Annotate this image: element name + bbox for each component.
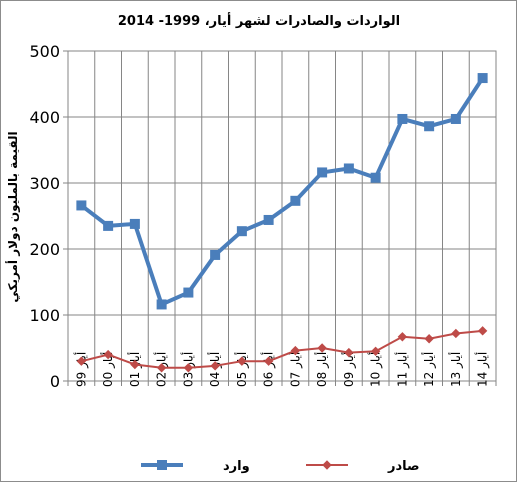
data-point-exports [344,347,354,358]
y-tick-label: 300 [29,174,60,193]
legend-marker [322,460,332,470]
data-point-exports [156,363,167,373]
data-point-imports [263,214,274,225]
data-point-imports [129,218,140,229]
data-point-exports [317,343,327,353]
x-tick-label: أيار 12 [421,352,437,387]
data-point-imports [236,226,247,237]
x-tick-label: أيار 10 [368,352,384,387]
data-point-imports [450,113,461,124]
series [76,73,488,373]
x-tick-label: أيار 13 [448,352,464,387]
series-line-exports [81,329,483,369]
x-tick-label: أيار 07 [287,352,303,387]
data-point-exports [237,356,247,366]
y-tick-label: 0 [50,372,60,391]
data-point-exports [263,356,274,366]
data-point-exports [397,332,408,342]
data-point-exports [451,328,461,339]
data-point-imports [156,299,167,310]
data-point-exports [103,349,113,360]
data-point-exports [210,361,220,371]
data-point-imports [317,167,328,178]
y-tick-label: 200 [29,240,60,259]
x-tick-label: أيار 14 [475,352,491,387]
data-point-imports [397,113,408,124]
legend-marker [157,460,167,470]
data-point-exports [183,363,194,373]
legend-label: صادر [387,459,420,474]
legend-label: وارد [223,459,250,474]
data-point-imports [370,172,381,183]
x-tick-label: أيار 01 [127,352,143,387]
data-point-imports [343,163,354,174]
data-point-imports [210,249,221,260]
data-point-imports [424,121,435,132]
x-tick-label: أيار 00 [100,352,116,387]
data-point-exports [424,334,434,344]
y-tick-labels: 0 100 200 300 400 500 [29,42,60,391]
data-point-imports [76,200,87,211]
data-point-imports [183,287,194,298]
legend-item-imports: وارد [141,459,250,474]
data-point-imports [477,73,488,84]
data-point-exports [370,346,381,357]
y-tick-label: 500 [29,42,60,61]
x-tick-label: أيار 08 [314,352,330,387]
y-axis-label: القيمة بالمليون دولار أمريكي [5,131,21,302]
data-point-exports [130,359,140,370]
x-tick-label: أيار 11 [394,352,410,387]
series-exports [76,326,488,373]
gridlines [68,50,496,381]
x-tick-label: أيار 09 [341,352,357,387]
y-tick-label: 400 [29,108,60,127]
legend: وارد صادر [141,459,420,474]
chart-title: الواردات والصادرات لشهر أيار، 1999- 2014 [118,12,400,29]
series-line-imports [80,76,485,307]
y-tick-label: 100 [29,306,60,325]
data-point-exports [290,345,301,356]
data-point-imports [103,220,114,231]
data-point-exports [76,356,87,366]
data-point-imports [290,195,301,206]
legend-item-exports: صادر [306,459,420,474]
data-point-exports [477,326,488,336]
series-imports [76,73,488,310]
axes [63,50,497,386]
